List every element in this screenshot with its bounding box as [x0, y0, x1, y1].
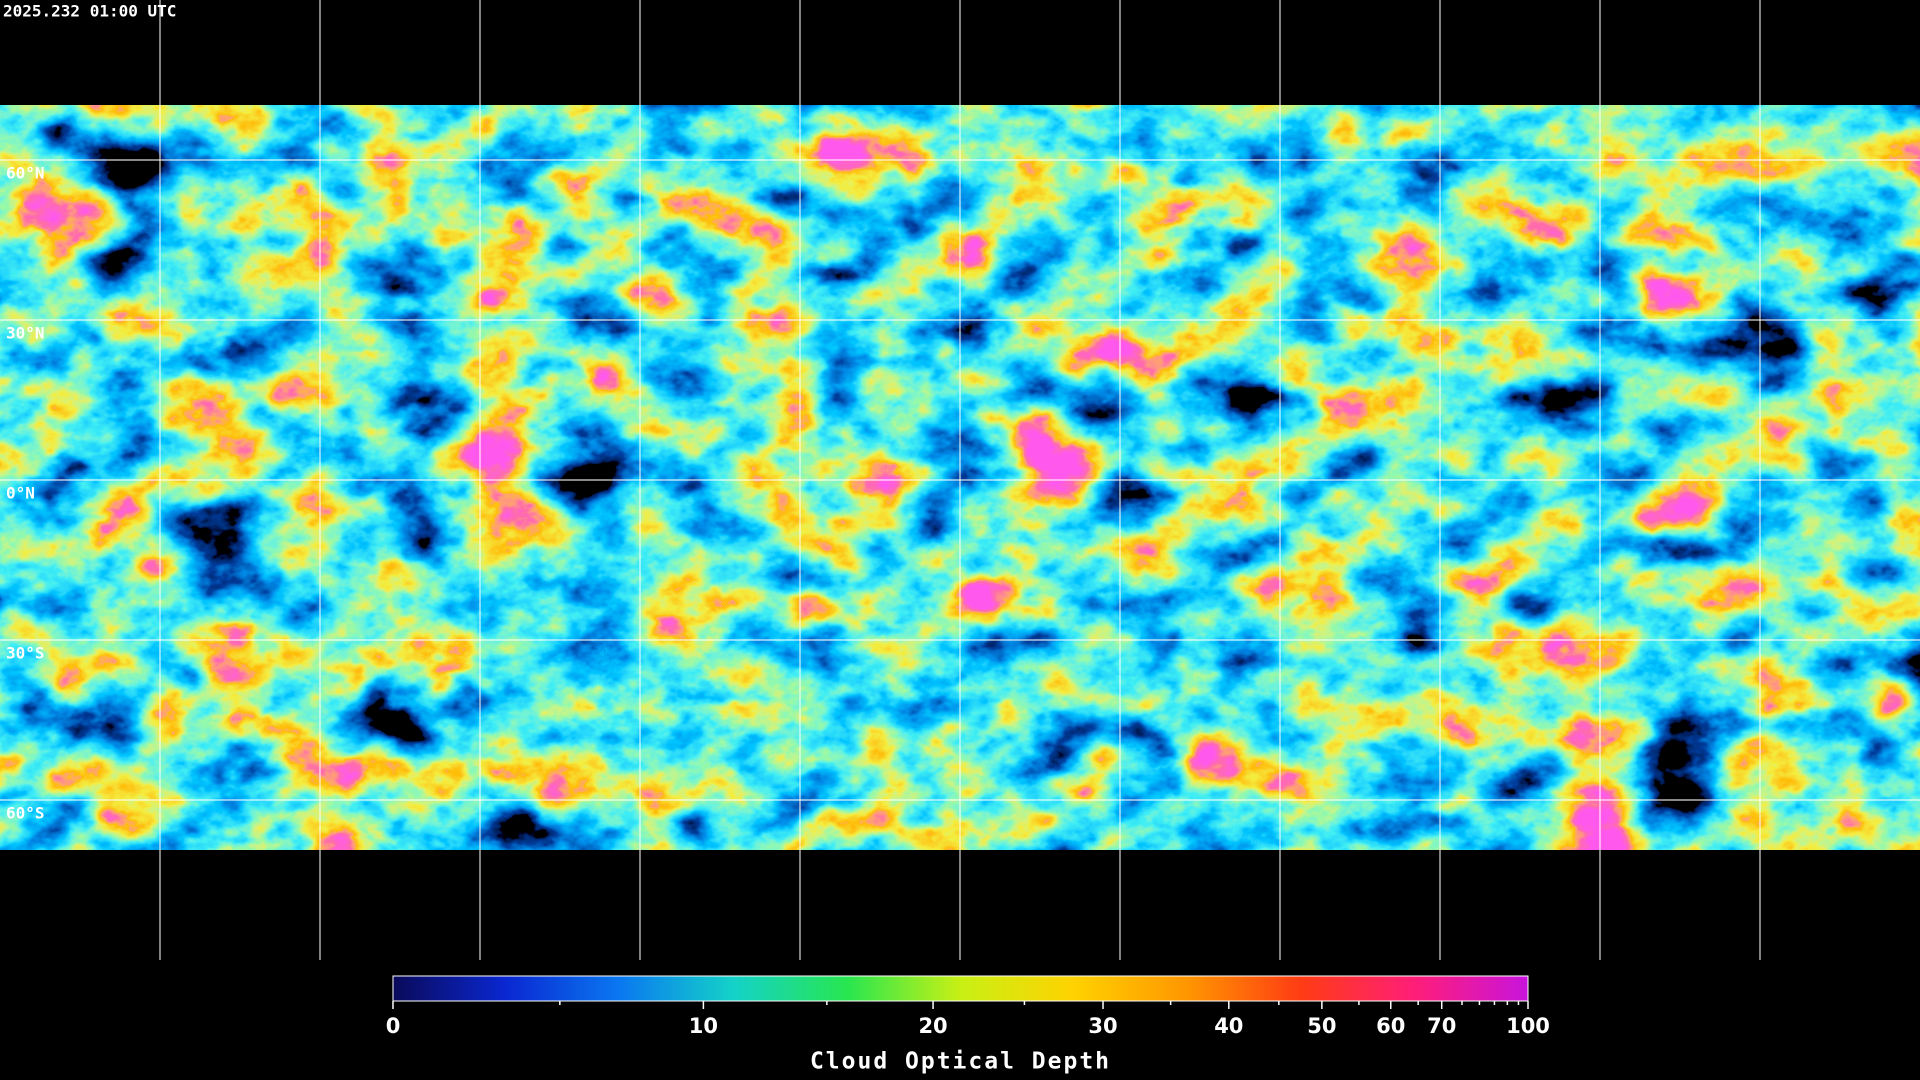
- colorbar-title: Cloud Optical Depth: [810, 1049, 1111, 1075]
- colorbar-tick-label: 70: [1427, 1014, 1456, 1038]
- colorbar-tick-label: 0: [386, 1014, 401, 1038]
- colorbar-tick-label: 50: [1307, 1014, 1336, 1038]
- latitude-label: 0°N: [6, 484, 35, 503]
- colorbar-tick-label: 40: [1214, 1014, 1243, 1038]
- latitude-label: 30°N: [6, 324, 45, 343]
- colorbar-tick-label: 100: [1506, 1014, 1550, 1038]
- colorbar-tick-label: 10: [689, 1014, 718, 1038]
- colorbar-tick-label: 60: [1376, 1014, 1405, 1038]
- latitude-label: 60°S: [6, 804, 45, 823]
- colorbar-gradient: [392, 975, 1529, 1002]
- timestamp: 2025.232 01:00 UTC: [3, 2, 176, 21]
- colorbar-tick-label: 20: [918, 1014, 947, 1038]
- graticule: [0, 0, 1920, 960]
- latitude-label: 60°N: [6, 164, 45, 183]
- colorbar: 0 10 20 30 40 50 60 70 100 Cloud Optical Depth: [386, 975, 1550, 1075]
- latitude-label: 30°S: [6, 644, 45, 663]
- colorbar-tick-label: 30: [1088, 1014, 1117, 1038]
